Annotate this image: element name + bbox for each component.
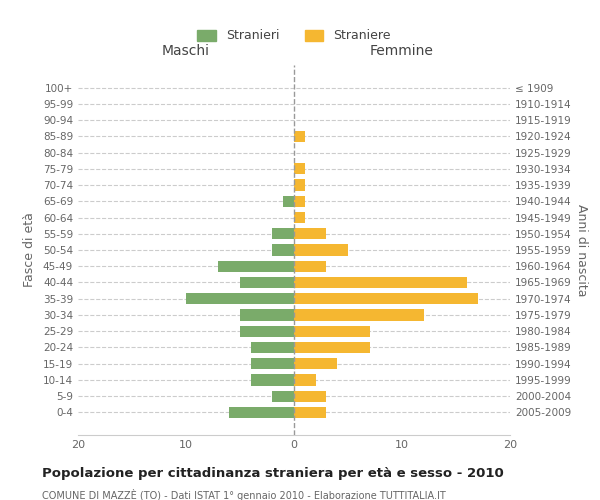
Bar (294, 358, 337, 370)
Bar (294, 244, 348, 256)
Bar (251, 374, 294, 386)
Bar (294, 180, 305, 190)
Text: Femmine: Femmine (370, 44, 434, 59)
Bar (240, 326, 294, 337)
Bar (294, 196, 305, 207)
Bar (251, 342, 294, 353)
Bar (218, 260, 294, 272)
Bar (251, 358, 294, 370)
Bar (294, 390, 326, 402)
Text: Maschi: Maschi (162, 44, 210, 59)
Bar (294, 326, 370, 337)
Y-axis label: Fasce di età: Fasce di età (23, 212, 36, 288)
Y-axis label: Anni di nascita: Anni di nascita (575, 204, 588, 296)
Bar (283, 196, 294, 207)
Bar (272, 244, 294, 256)
Bar (294, 163, 305, 174)
Bar (294, 130, 305, 142)
Bar (186, 293, 294, 304)
Bar (240, 310, 294, 320)
Bar (229, 407, 294, 418)
Legend: Stranieri, Straniere: Stranieri, Straniere (191, 23, 397, 48)
Bar (272, 228, 294, 239)
Bar (240, 277, 294, 288)
Bar (294, 260, 326, 272)
Bar (294, 407, 326, 418)
Text: COMUNE DI MAZZÈ (TO) - Dati ISTAT 1° gennaio 2010 - Elaborazione TUTTITALIA.IT: COMUNE DI MAZZÈ (TO) - Dati ISTAT 1° gen… (42, 489, 446, 500)
Bar (294, 212, 305, 223)
Bar (294, 310, 424, 320)
Bar (272, 390, 294, 402)
Bar (294, 342, 370, 353)
Bar (294, 228, 326, 239)
Bar (294, 374, 316, 386)
Bar (294, 277, 467, 288)
Bar (294, 293, 478, 304)
Text: Popolazione per cittadinanza straniera per età e sesso - 2010: Popolazione per cittadinanza straniera p… (42, 468, 504, 480)
